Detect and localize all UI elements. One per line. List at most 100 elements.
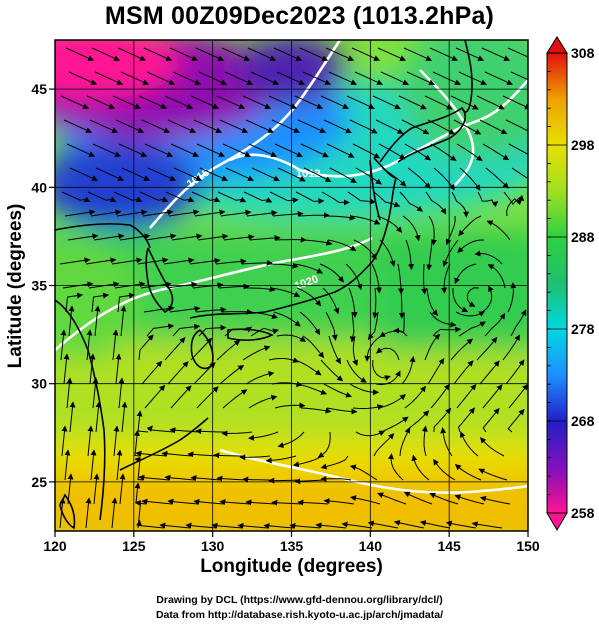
streamline (399, 191, 423, 212)
streamline (455, 311, 486, 317)
streamline (300, 407, 332, 414)
streamline (248, 143, 277, 157)
streamline (403, 47, 432, 61)
streamline (66, 143, 96, 157)
streamline (146, 323, 175, 337)
streamline (161, 450, 193, 457)
streamline (294, 359, 322, 376)
streamline (352, 335, 358, 366)
streamline (346, 359, 367, 383)
streamline (375, 119, 404, 134)
streamline (215, 258, 247, 265)
streamline (121, 167, 151, 181)
streamline (433, 458, 456, 481)
streamline (91, 47, 121, 61)
streamline (302, 71, 331, 85)
isobar-1012 (229, 79, 528, 178)
y-tick-label-25: 25 (31, 474, 47, 490)
streamline (118, 377, 125, 409)
streamline (479, 360, 500, 385)
streamline (378, 143, 406, 160)
wind-streamlines (59, 47, 528, 529)
streamline (387, 453, 404, 481)
streamline (350, 215, 381, 225)
streamline (220, 209, 252, 217)
streamline (510, 71, 528, 81)
streamline (67, 233, 99, 241)
streamline (211, 522, 243, 529)
streamline (480, 437, 505, 457)
streamline (407, 410, 430, 433)
streamline (398, 95, 427, 110)
streamline (141, 498, 173, 505)
streamline (419, 520, 451, 529)
streamline (476, 336, 498, 361)
streamline (141, 360, 163, 385)
streamline (454, 494, 485, 505)
streamline (376, 347, 400, 361)
streamline (87, 191, 117, 203)
isobar-north (419, 69, 475, 186)
streamline (507, 47, 528, 58)
streamline (168, 209, 200, 217)
streamline (195, 47, 225, 61)
streamline (86, 95, 116, 109)
streamline (457, 407, 475, 433)
y-tick-label-45: 45 (31, 81, 47, 97)
streamline (457, 239, 485, 254)
streamline (163, 257, 195, 265)
y-axis-ticks: 25 30 35 40 45 (31, 81, 55, 490)
streamline (190, 95, 220, 109)
colorbar-label-268: 268 (571, 413, 595, 429)
streamline (482, 384, 503, 409)
streamline (216, 95, 246, 109)
streamline (442, 239, 459, 267)
streamline (373, 433, 395, 457)
streamline (115, 119, 145, 133)
streamline (426, 287, 439, 316)
streamline (170, 385, 192, 409)
streamline (503, 191, 525, 205)
streamline (353, 239, 377, 260)
streamline (355, 167, 382, 185)
streamline (95, 401, 102, 433)
streamline (427, 119, 456, 135)
streamline (247, 311, 279, 319)
streamline (295, 191, 325, 205)
streamline (224, 326, 253, 337)
streamline (320, 475, 352, 482)
streamline (141, 119, 171, 133)
streamline (404, 385, 426, 409)
streamline (452, 288, 469, 313)
streamline (341, 521, 373, 529)
streamline (411, 454, 430, 481)
streamline (216, 339, 241, 361)
streamline (502, 334, 520, 361)
streamline (320, 95, 349, 110)
streamline (272, 210, 304, 217)
streamline (273, 311, 301, 327)
streamline (222, 143, 251, 157)
streamline (427, 357, 445, 385)
streamline (487, 264, 506, 289)
streamline (351, 47, 380, 61)
streamline (195, 428, 226, 435)
streamline (119, 233, 151, 241)
streamline (92, 143, 122, 157)
streamline (248, 394, 278, 409)
colorbar-top-triangle (546, 36, 568, 54)
streamline (401, 119, 430, 135)
streamline (146, 425, 175, 433)
streamline (263, 522, 295, 529)
streamline (242, 95, 272, 109)
streamline (404, 143, 432, 161)
streamline (377, 492, 407, 505)
streamline (217, 191, 247, 203)
streamline (399, 427, 411, 457)
streamline (322, 287, 340, 315)
x-tick-label-125: 125 (122, 538, 146, 554)
streamline (430, 383, 450, 409)
streamline (146, 71, 176, 85)
streamline (144, 384, 166, 409)
colorbar-label-278: 278 (571, 321, 595, 337)
